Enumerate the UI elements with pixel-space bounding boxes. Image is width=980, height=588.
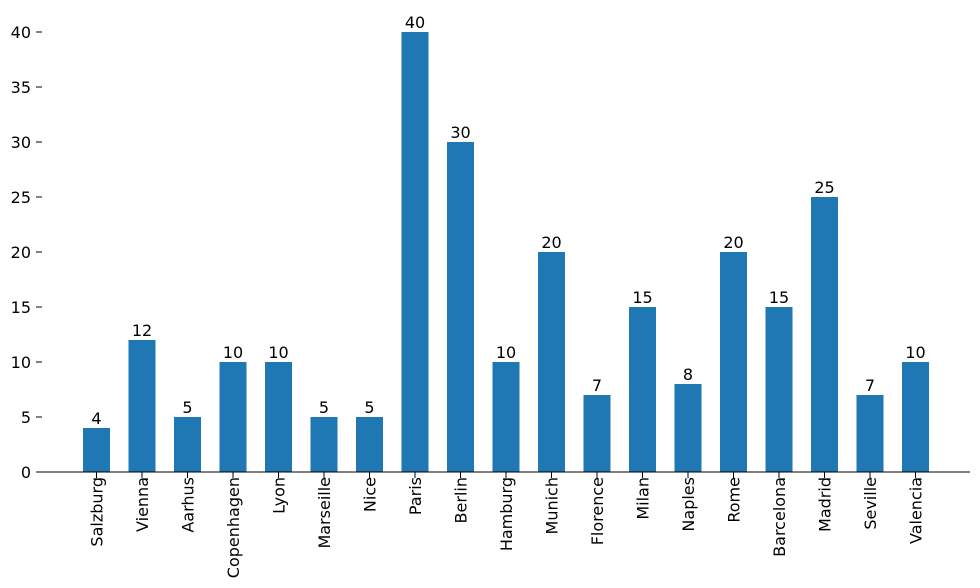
bar-value-label: 25 [814, 178, 834, 197]
x-tick-label: Copenhagen [224, 477, 243, 578]
x-tick-label: Paris [406, 477, 425, 515]
y-tick-label: 15 [11, 298, 31, 317]
x-tick-label: Madrid [816, 477, 835, 532]
bar-value-label: 20 [541, 233, 561, 252]
bar [401, 32, 429, 472]
bar-value-label: 10 [223, 343, 243, 362]
bar [811, 197, 838, 472]
x-tick-label: Rome [725, 477, 744, 523]
x-tick-label: Vienna [133, 477, 152, 532]
bar-value-label: 30 [450, 123, 470, 142]
x-tick-label: Barcelona [770, 477, 789, 557]
bar-value-label: 40 [405, 13, 425, 32]
bar-value-label: 15 [632, 288, 652, 307]
y-tick-label: 30 [11, 133, 31, 152]
bar [720, 252, 747, 472]
y-tick-label: 40 [11, 23, 31, 42]
x-tick-label: Salzburg [88, 477, 107, 547]
bar [538, 252, 565, 472]
bar [219, 362, 247, 472]
bar [583, 395, 611, 472]
x-tick-label: Valencia [907, 477, 926, 544]
y-tick-label: 0 [21, 463, 31, 482]
x-tick-label: Seville [861, 477, 880, 530]
bar [174, 417, 201, 472]
bar-value-label: 7 [592, 376, 602, 395]
y-axis: 0 5 10 15 20 25 30 35 40 [11, 23, 42, 482]
x-tick-label: Milan [634, 477, 653, 520]
bar-value-label: 5 [319, 398, 329, 417]
x-tick-label: Naples [679, 477, 698, 532]
bar [356, 417, 383, 472]
bar-value-label: 5 [364, 398, 374, 417]
bar [902, 362, 929, 472]
y-tick-label: 20 [11, 243, 31, 262]
bar-value-label: 4 [91, 409, 101, 428]
bar-value-label: 7 [865, 376, 875, 395]
bar [128, 340, 156, 472]
y-tick-label: 10 [11, 353, 31, 372]
x-tick-label: Munich [543, 477, 562, 534]
x-tick-label: Berlin [452, 477, 471, 523]
y-tick-label: 35 [11, 78, 31, 97]
bar-value-label: 10 [268, 343, 288, 362]
bar-labels: 4 12 5 10 10 5 5 40 30 10 20 7 15 8 20 15 25 7 10 [91, 13, 925, 428]
x-tick-label: Florence [588, 477, 607, 545]
bars [83, 32, 929, 472]
x-tick-label: Lyon [270, 477, 289, 514]
bar-value-label: 10 [905, 343, 925, 362]
bar [765, 307, 793, 472]
bar [492, 362, 520, 472]
bar-value-label: 8 [683, 365, 693, 384]
x-tick-label: Aarhus [179, 477, 198, 533]
y-tick-label: 25 [11, 188, 31, 207]
bar [447, 142, 474, 472]
bar [83, 428, 110, 472]
y-tick-label: 5 [21, 408, 31, 427]
x-axis: Salzburg Vienna Aarhus Copenhagen Lyon Marsei… [42, 471, 970, 578]
bar [265, 362, 292, 472]
x-tick-label: Nice [361, 477, 380, 512]
bar [856, 395, 884, 472]
bar-value-label: 10 [496, 343, 516, 362]
bar-value-label: 12 [132, 321, 152, 340]
bar [629, 307, 656, 472]
bar-value-label: 15 [769, 288, 789, 307]
bar-value-label: 20 [723, 233, 743, 252]
x-tick-label: Marseille [315, 477, 334, 549]
bar [310, 417, 338, 472]
bar [674, 384, 702, 472]
x-tick-label: Hamburg [497, 477, 516, 551]
bar-value-label: 5 [182, 398, 192, 417]
